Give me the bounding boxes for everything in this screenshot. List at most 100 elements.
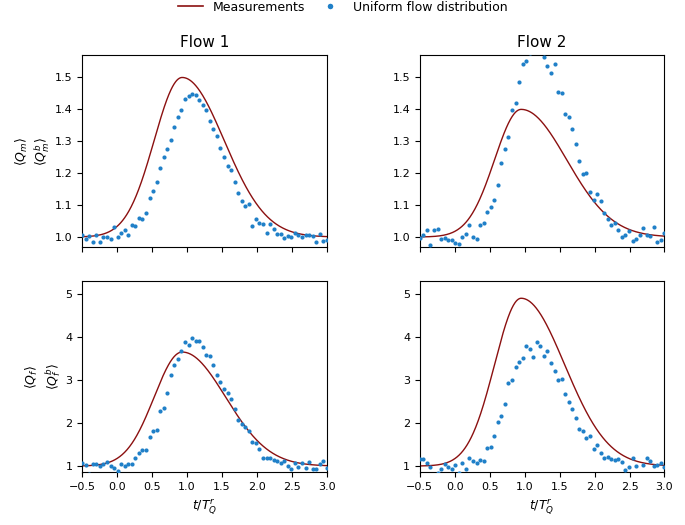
- Point: [194, 96, 205, 104]
- Point: [307, 232, 318, 240]
- Point: [300, 230, 311, 239]
- Point: [503, 133, 514, 141]
- Legend: Measurements, Uniform flow distribution: Measurements, Uniform flow distribution: [173, 0, 512, 19]
- Title: Flow 2: Flow 2: [517, 35, 566, 50]
- Point: [318, 236, 329, 245]
- Point: [169, 361, 180, 369]
- Point: [553, 88, 564, 96]
- Point: [134, 449, 145, 458]
- Y-axis label: $\langle Q_m \rangle$
$\langle Q_m^b \rangle$: $\langle Q_m \rangle$ $\langle Q_m^b \ra…: [14, 136, 52, 165]
- Point: [229, 405, 240, 413]
- Point: [286, 465, 297, 473]
- Point: [183, 341, 194, 349]
- Point: [443, 463, 453, 471]
- Point: [272, 230, 283, 238]
- Point: [563, 112, 574, 121]
- Point: [493, 418, 503, 426]
- Point: [95, 461, 105, 470]
- Point: [123, 231, 134, 239]
- Point: [616, 458, 627, 466]
- Point: [627, 454, 638, 462]
- Point: [514, 358, 525, 366]
- Point: [464, 220, 475, 229]
- Point: [293, 463, 304, 471]
- Point: [471, 235, 482, 244]
- Point: [251, 215, 262, 223]
- Point: [645, 457, 656, 465]
- Point: [165, 136, 176, 144]
- Point: [524, 49, 535, 58]
- Point: [88, 238, 99, 247]
- Point: [506, 106, 517, 114]
- Point: [290, 459, 301, 467]
- Point: [493, 181, 503, 189]
- Point: [656, 236, 667, 245]
- Point: [233, 188, 244, 197]
- Point: [275, 230, 286, 238]
- Point: [321, 236, 332, 245]
- Point: [506, 375, 517, 384]
- Point: [254, 445, 265, 453]
- Point: [233, 415, 244, 424]
- Point: [545, 359, 556, 367]
- Point: [648, 461, 659, 470]
- Point: [240, 423, 251, 432]
- Point: [148, 187, 159, 195]
- Point: [418, 455, 429, 464]
- Point: [109, 464, 120, 473]
- Point: [137, 446, 148, 455]
- Point: [194, 337, 205, 345]
- Point: [566, 405, 577, 413]
- Point: [272, 457, 283, 466]
- X-axis label: $t/T_Q^r$: $t/T_Q^r$: [530, 498, 555, 517]
- Point: [225, 395, 236, 403]
- Point: [485, 443, 496, 452]
- Point: [571, 140, 582, 149]
- Point: [460, 464, 471, 473]
- Point: [311, 238, 322, 246]
- Point: [638, 223, 649, 232]
- Point: [176, 106, 187, 114]
- Point: [450, 461, 461, 469]
- Point: [84, 232, 95, 240]
- Point: [80, 460, 91, 469]
- Point: [179, 95, 190, 103]
- Point: [432, 469, 443, 477]
- Point: [144, 433, 155, 442]
- Point: [126, 220, 137, 229]
- Point: [279, 457, 290, 466]
- Point: [453, 240, 464, 248]
- Point: [581, 433, 592, 442]
- Point: [659, 463, 670, 471]
- Point: [222, 389, 233, 397]
- Point: [538, 53, 549, 61]
- Point: [527, 41, 538, 50]
- Point: [613, 225, 624, 234]
- Point: [510, 99, 521, 107]
- Point: [563, 397, 574, 406]
- Point: [535, 47, 546, 55]
- Point: [503, 379, 514, 387]
- Point: [98, 460, 109, 468]
- Point: [553, 376, 564, 384]
- Point: [517, 354, 528, 362]
- Point: [201, 106, 212, 114]
- Point: [574, 156, 585, 165]
- Point: [532, 338, 543, 347]
- Point: [566, 125, 577, 133]
- Point: [556, 375, 567, 383]
- Point: [478, 218, 489, 227]
- Point: [190, 90, 201, 99]
- Point: [155, 164, 166, 173]
- Point: [510, 362, 521, 371]
- Point: [148, 427, 159, 435]
- Point: [631, 461, 642, 470]
- Point: [623, 227, 634, 236]
- Point: [116, 460, 127, 469]
- Point: [595, 449, 606, 458]
- Point: [577, 170, 588, 178]
- Point: [496, 412, 507, 420]
- Point: [602, 453, 613, 461]
- Point: [634, 230, 645, 239]
- Point: [204, 352, 215, 361]
